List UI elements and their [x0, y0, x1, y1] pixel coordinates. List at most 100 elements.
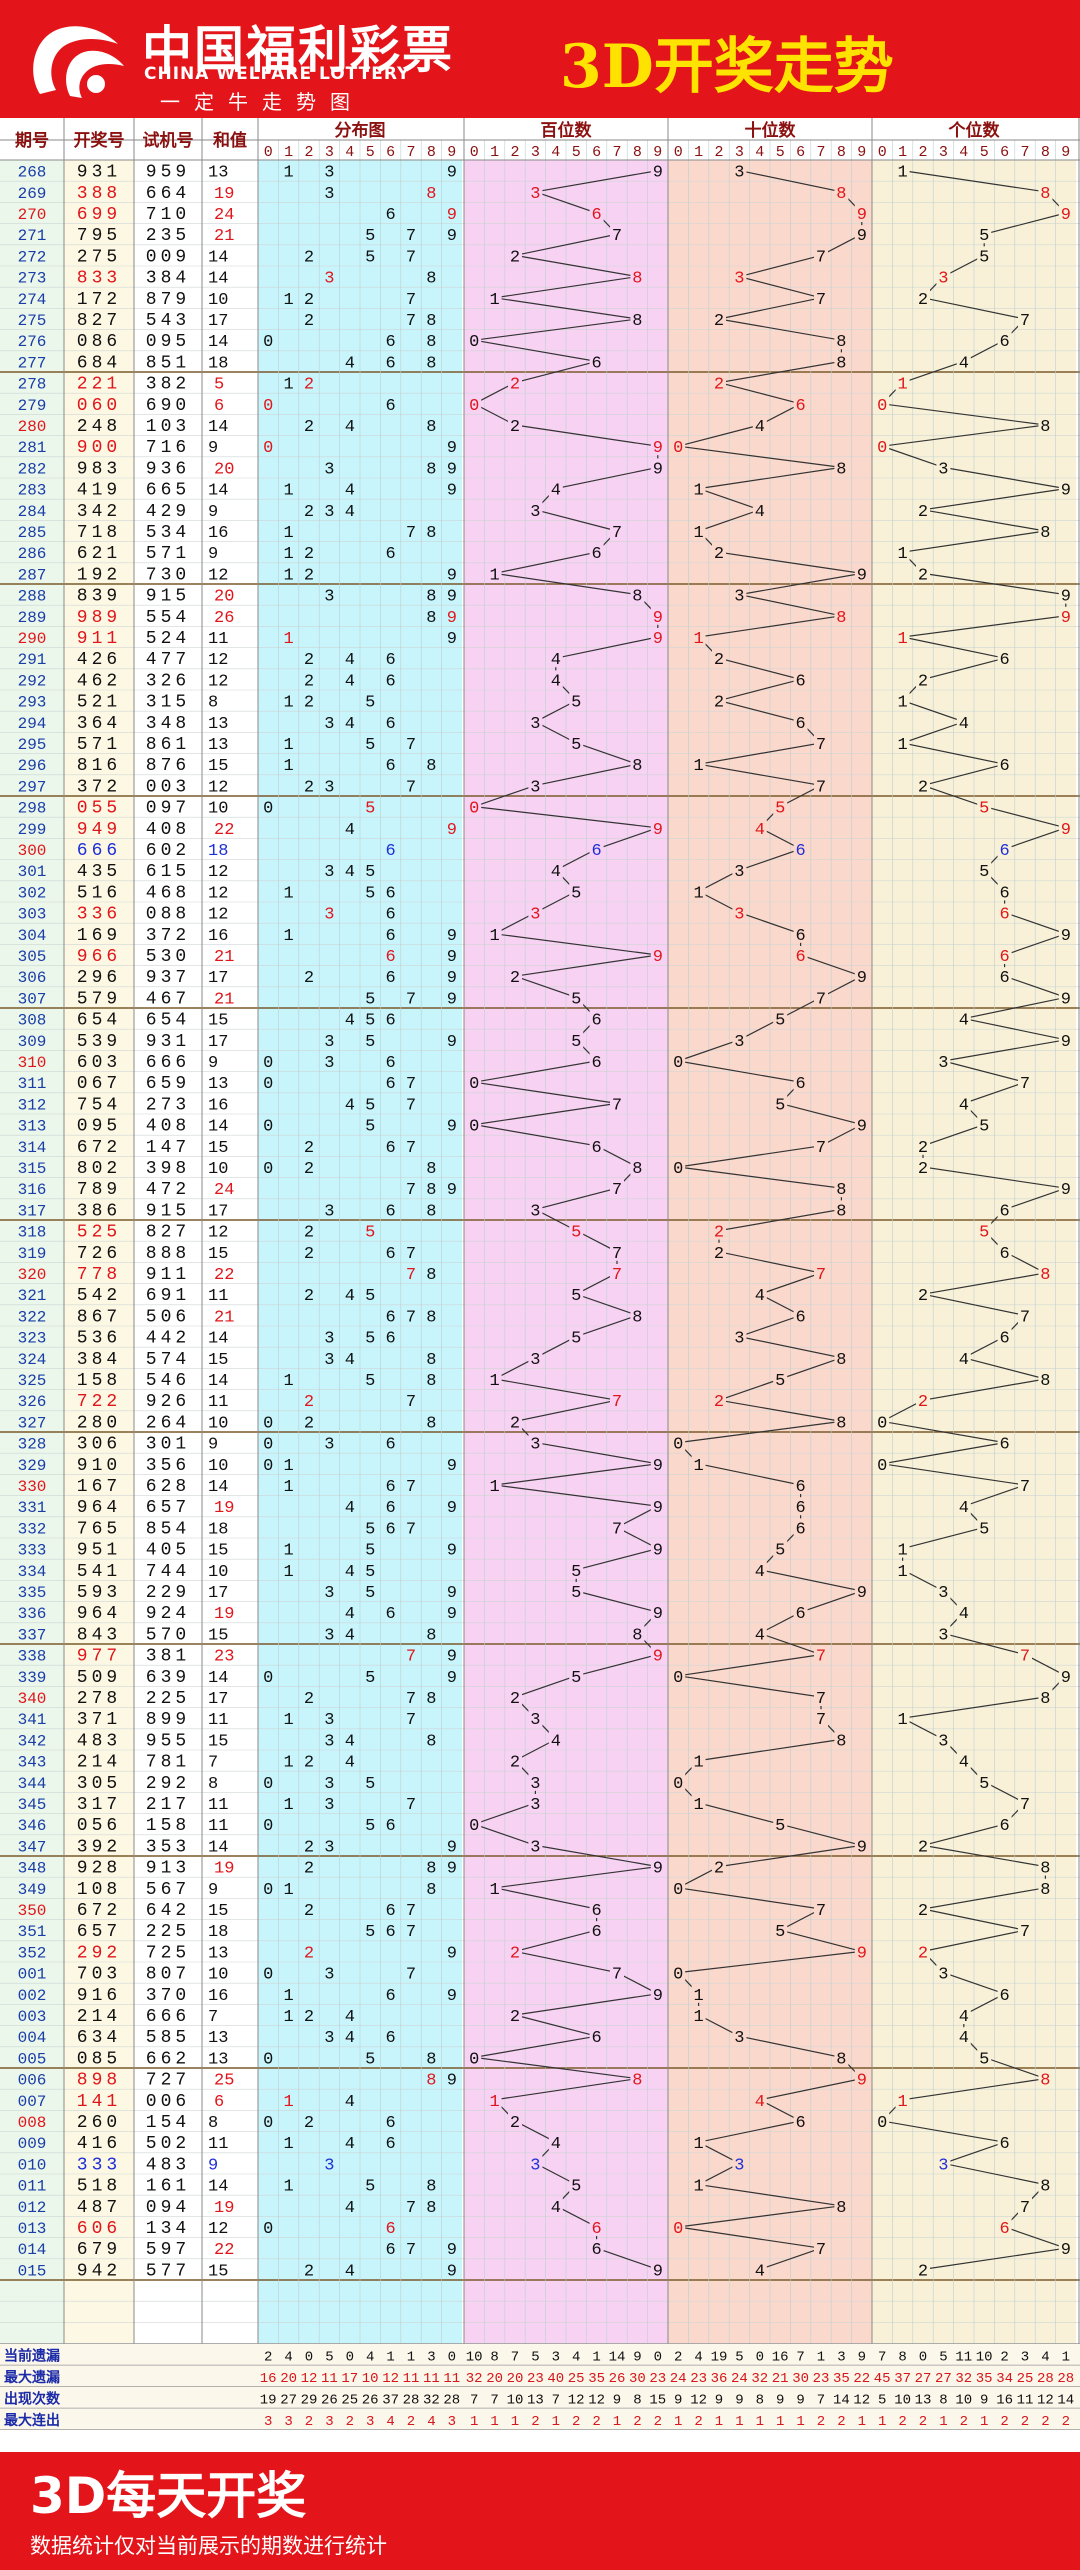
position-mark-tens: 2 [714, 1393, 724, 1412]
position-mark-hundreds: 8 [632, 1160, 642, 1179]
position-mark-units: 6 [999, 1202, 1009, 1221]
position-mark-bg [895, 1709, 910, 1728]
sum-value-cell: 16 [208, 524, 228, 543]
sum-value-cell: 6 [214, 2093, 224, 2112]
position-mark-bg [650, 946, 665, 964]
trial-number-cell: 095 [146, 332, 190, 352]
draw-number-cell: 816 [77, 756, 121, 776]
distribution-mark: 1 [283, 524, 293, 543]
distribution-mark: 6 [385, 1308, 395, 1327]
stats-value: 1 [674, 2414, 682, 2430]
position-mark-bg [997, 1433, 1012, 1452]
position-mark-hundreds: 0 [469, 1118, 479, 1137]
sum-value-cell: 14 [208, 270, 228, 289]
trial-number-cell: 807 [146, 1965, 190, 1985]
position-mark-bg [508, 2112, 522, 2130]
issue-number-cell: 344 [18, 1775, 47, 1793]
draw-number-cell: 722 [77, 1392, 121, 1412]
draw-number-cell: 067 [77, 1074, 121, 1094]
header-banner: 中国福利彩票 CHINA WELFARE LOTTERY 一定牛走势图 3D开奖… [0, 0, 1080, 118]
trial-number-cell: 937 [146, 968, 190, 988]
position-mark-bg [508, 1751, 522, 1770]
distribution-mark: 4 [345, 2135, 355, 2154]
position-mark-bg [854, 1942, 869, 1961]
distribution-mark: 3 [324, 906, 334, 925]
position-mark-tens: 5 [775, 1012, 785, 1031]
distribution-mark: 2 [304, 1139, 314, 1158]
digit-header-label: 7 [816, 144, 825, 161]
distribution-mark: 2 [304, 1393, 314, 1412]
distribution-mark: 8 [426, 1181, 436, 1200]
issue-number-cell: 304 [18, 927, 47, 945]
position-mark-hundreds: 6 [591, 1012, 601, 1031]
distribution-mark: 4 [345, 672, 355, 691]
stats-value: 4 [284, 2349, 292, 2365]
distribution-mark: 9 [447, 1181, 457, 1200]
position-mark-hundreds: 9 [653, 1542, 663, 1561]
position-mark-bg [630, 1306, 645, 1325]
distribution-mark: 3 [324, 1436, 334, 1455]
stats-value: 1 [386, 2349, 394, 2365]
distribution-mark: 7 [406, 1308, 416, 1327]
stats-value: 7 [490, 2392, 498, 2408]
distribution-mark: 7 [406, 1648, 416, 1667]
issue-number-cell: 283 [18, 482, 47, 500]
position-mark-tens: 9 [857, 969, 867, 988]
draw-number-cell: 056 [77, 1816, 121, 1836]
stats-value: 3 [366, 2414, 374, 2430]
position-mark-bg [916, 2260, 930, 2279]
trial-number-cell: 570 [146, 1625, 190, 1645]
position-mark-units: 1 [897, 736, 907, 755]
position-mark-bg [528, 712, 543, 731]
position-mark-hundreds: 7 [612, 1096, 622, 1115]
sum-value-cell: 12 [208, 672, 228, 691]
digit-header-label: 6 [386, 144, 395, 161]
position-mark-hundreds: 2 [510, 969, 520, 988]
position-mark-bg [997, 1815, 1012, 1834]
digit-header-label: 2 [304, 144, 313, 161]
position-mark-units: 7 [1020, 1478, 1030, 1497]
distribution-mark: 0 [263, 439, 273, 458]
position-mark-bg [589, 204, 604, 222]
position-mark-bg [467, 1815, 482, 1834]
sum-value-cell: 7 [208, 2008, 218, 2027]
distribution-mark: 4 [345, 1563, 355, 1582]
position-mark-units: 6 [999, 1436, 1009, 1455]
stats-value: 11 [1017, 2392, 1034, 2408]
issue-number-cell: 273 [18, 270, 47, 288]
distribution-mark: 6 [385, 1902, 395, 1921]
draw-number-cell: 296 [77, 968, 121, 988]
digit-header-label: 8 [427, 144, 436, 161]
stats-value: 2 [919, 2414, 927, 2430]
sum-value-cell: 16 [208, 927, 228, 946]
position-mark-units: 8 [1040, 1860, 1050, 1879]
issue-number-cell: 278 [18, 376, 47, 394]
position-mark-bg [589, 2218, 604, 2236]
position-mark-bg [569, 1666, 584, 1685]
position-mark-bg [895, 161, 910, 180]
trial-number-cell: 524 [146, 629, 190, 649]
position-mark-bg [528, 776, 543, 795]
position-mark-bg [956, 712, 971, 731]
position-mark-units: 4 [959, 1012, 969, 1031]
position-mark-bg [916, 776, 930, 795]
sum-value-cell: 14 [208, 1478, 228, 1497]
position-mark-bg [712, 1857, 726, 1876]
position-mark-hundreds: 1 [489, 1881, 499, 1900]
distribution-mark: 2 [304, 503, 314, 522]
distribution-mark: 1 [283, 1754, 293, 1773]
stats-value: 8 [633, 2392, 641, 2408]
position-mark-bg [569, 691, 584, 710]
trial-number-cell: 585 [146, 2028, 190, 2048]
stats-value: 32 [423, 2392, 440, 2408]
draw-number-cell: 426 [77, 650, 121, 670]
position-mark-bg [834, 606, 849, 625]
position-mark-bg [793, 394, 808, 413]
draw-number-cell: 392 [77, 1837, 121, 1857]
stats-value: 0 [756, 2349, 764, 2365]
position-mark-bg [1038, 1878, 1053, 1897]
sum-value-cell: 14 [208, 418, 228, 437]
distribution-mark: 6 [385, 969, 395, 988]
draw-number-cell: 536 [77, 1329, 121, 1349]
